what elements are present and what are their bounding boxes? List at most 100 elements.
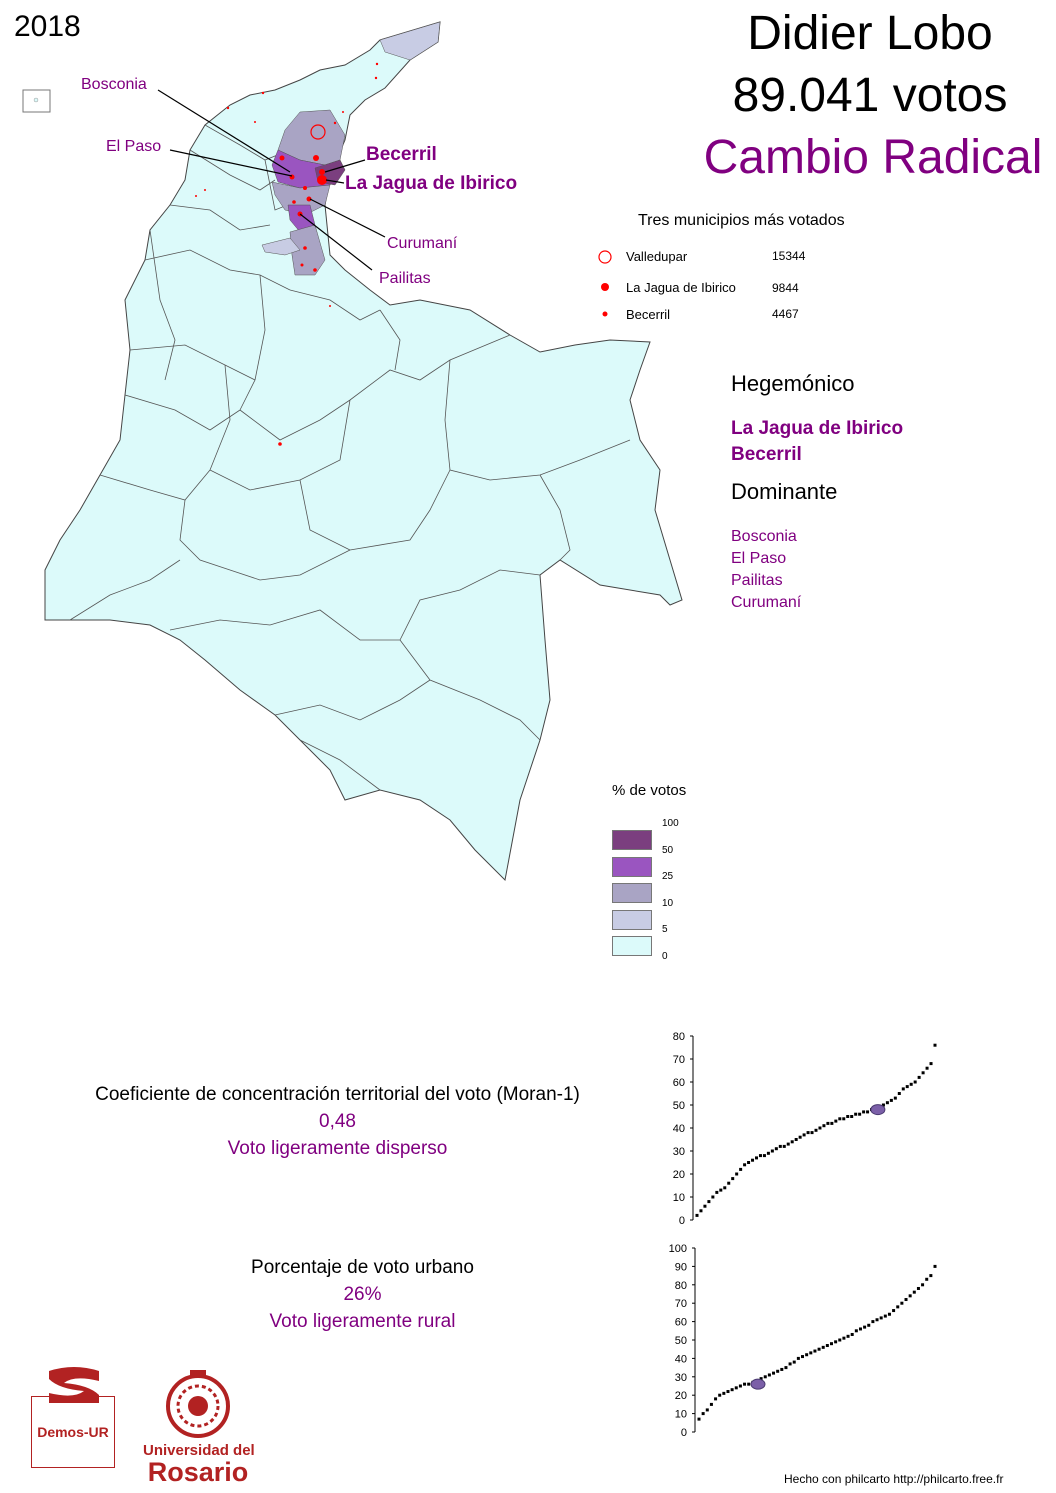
party-name: Cambio Radical bbox=[703, 131, 1043, 184]
data-point bbox=[759, 1377, 763, 1381]
dominant-item: Bosconia bbox=[731, 528, 797, 545]
moran-distribution-chart: 0 10 20 30 40 50 60 70 80 bbox=[673, 1031, 937, 1227]
data-point bbox=[723, 1186, 727, 1190]
data-point bbox=[709, 1402, 713, 1406]
data-point bbox=[900, 1301, 904, 1305]
data-point bbox=[854, 1329, 858, 1333]
data-point bbox=[889, 1098, 893, 1102]
data-point bbox=[814, 1128, 818, 1132]
data-point bbox=[726, 1390, 730, 1394]
data-point bbox=[913, 1080, 917, 1084]
data-point bbox=[909, 1082, 913, 1086]
data-point bbox=[758, 1154, 762, 1158]
data-point bbox=[796, 1356, 800, 1360]
y-tick-label: 60 bbox=[673, 1077, 685, 1089]
y-tick-label: 50 bbox=[675, 1335, 687, 1347]
y-tick-label: 20 bbox=[673, 1169, 685, 1181]
department-boundaries bbox=[69, 124, 631, 791]
data-point bbox=[879, 1316, 883, 1320]
data-point bbox=[739, 1167, 743, 1171]
data-point bbox=[794, 1138, 798, 1141]
dominant-item: El Paso bbox=[731, 550, 787, 567]
data-point bbox=[842, 1336, 846, 1340]
demos-logo bbox=[31, 1367, 115, 1468]
data-point bbox=[871, 1320, 875, 1324]
colombia-map bbox=[22, 21, 683, 882]
data-point bbox=[762, 1154, 766, 1158]
legend-tick: 10 bbox=[662, 898, 674, 909]
rosario-emblem bbox=[166, 1370, 230, 1438]
year-label: 2018 bbox=[14, 10, 81, 43]
legend-swatch bbox=[612, 936, 652, 956]
data-point bbox=[887, 1312, 891, 1316]
vote-total: 89.041 votos bbox=[732, 69, 1008, 122]
data-point bbox=[925, 1277, 929, 1281]
hegemonic-item: La Jagua de Ibirico bbox=[731, 418, 904, 439]
y-tick-label: 20 bbox=[675, 1390, 687, 1402]
top-municipality-name: Valledupar bbox=[626, 249, 688, 264]
data-point bbox=[751, 1158, 755, 1162]
y-tick-label: 80 bbox=[673, 1031, 685, 1043]
data-point bbox=[805, 1353, 809, 1357]
data-point bbox=[838, 1117, 842, 1121]
urban-title: Porcentaje de voto urbano bbox=[251, 1257, 474, 1278]
data-point bbox=[838, 1338, 842, 1342]
data-point bbox=[743, 1382, 747, 1386]
dominant-title: Dominante bbox=[731, 479, 838, 504]
data-point bbox=[695, 1213, 699, 1217]
y-tick-label: 0 bbox=[679, 1215, 685, 1227]
data-point bbox=[743, 1163, 747, 1167]
data-point bbox=[863, 1325, 867, 1329]
data-point bbox=[802, 1133, 806, 1137]
map-inset-box bbox=[22, 89, 51, 113]
data-point bbox=[854, 1112, 858, 1116]
legend-swatch bbox=[612, 883, 652, 903]
data-point bbox=[770, 1149, 774, 1153]
data-point bbox=[818, 1126, 822, 1130]
data-point bbox=[904, 1298, 908, 1302]
moran-description: Voto ligeramente disperso bbox=[227, 1138, 448, 1159]
data-point bbox=[929, 1062, 933, 1066]
callout-la-jagua: La Jagua de Ibirico bbox=[345, 173, 518, 194]
callout-el-paso: El Paso bbox=[106, 138, 162, 155]
legend-tick: 0 bbox=[662, 951, 668, 962]
data-point bbox=[933, 1264, 937, 1268]
data-point bbox=[912, 1290, 916, 1294]
moran-title: Coeficiente de concentración territorial… bbox=[95, 1084, 580, 1105]
dominant-item: Curumaní bbox=[731, 594, 802, 611]
data-point bbox=[921, 1283, 925, 1287]
legend-swatch bbox=[612, 910, 652, 930]
data-point bbox=[730, 1388, 734, 1392]
data-point bbox=[813, 1349, 817, 1353]
data-point bbox=[825, 1344, 829, 1348]
data-point bbox=[711, 1195, 715, 1199]
data-point bbox=[763, 1375, 767, 1379]
rosario-logo-line2: Rosario bbox=[147, 1457, 249, 1487]
y-tick-label: 50 bbox=[673, 1100, 685, 1112]
data-point bbox=[703, 1204, 707, 1208]
top-municipality-value: 9844 bbox=[772, 281, 799, 295]
data-point bbox=[755, 1156, 758, 1160]
urban-distribution-chart: 0 10 20 30 40 50 60 70 80 90 100 bbox=[669, 1243, 937, 1438]
y-tick-label: 90 bbox=[675, 1261, 687, 1273]
data-point bbox=[780, 1367, 784, 1371]
data-point bbox=[766, 1151, 770, 1155]
data-point bbox=[747, 1382, 751, 1386]
callout-lines bbox=[157, 89, 386, 271]
data-point bbox=[896, 1305, 900, 1309]
data-point bbox=[705, 1408, 709, 1412]
data-point bbox=[722, 1391, 726, 1395]
data-point bbox=[798, 1135, 802, 1139]
data-point bbox=[776, 1369, 780, 1373]
data-point bbox=[788, 1362, 792, 1366]
moran-value: 0,48 bbox=[319, 1111, 356, 1132]
data-point bbox=[731, 1177, 735, 1181]
data-point bbox=[842, 1117, 846, 1121]
credit-line: Hecho con philcarto http://philcarto.fre… bbox=[784, 1472, 1004, 1486]
callout-pailitas: Pailitas bbox=[379, 270, 431, 287]
data-point bbox=[786, 1142, 790, 1146]
y-tick-label: 10 bbox=[673, 1192, 685, 1204]
data-point bbox=[792, 1360, 796, 1364]
data-point bbox=[817, 1347, 821, 1351]
data-point bbox=[846, 1115, 850, 1118]
